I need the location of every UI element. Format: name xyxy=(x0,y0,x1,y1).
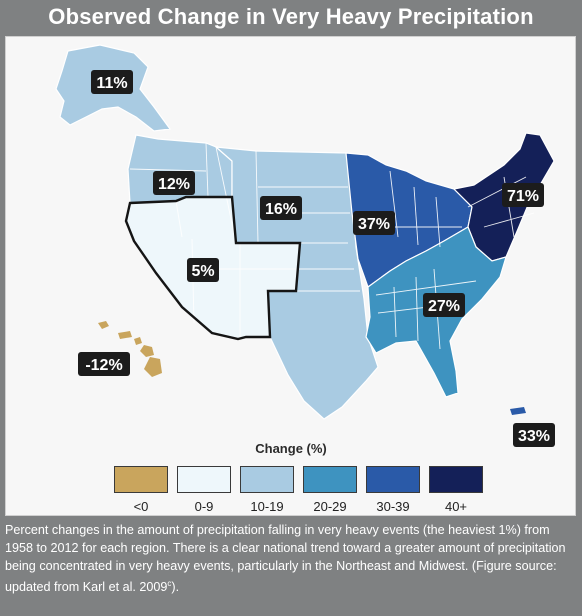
region-label-northwest: 12% xyxy=(153,171,195,195)
region-label-box xyxy=(502,183,544,207)
region-label-alaska: 11% xyxy=(91,70,133,94)
region-label-box xyxy=(513,423,555,447)
legend-swatch-30-39 xyxy=(366,466,420,493)
region-label-midwest: 37% xyxy=(353,211,395,235)
region-label-text: 27% xyxy=(428,298,460,315)
map-title: Observed Change in Very Heavy Precipitat… xyxy=(48,4,534,29)
legend-swatch-20-29 xyxy=(303,466,357,493)
region-label-text: 12% xyxy=(158,176,190,193)
map-svg: 11% 12% 16% 5% 37% 71% 27% -12% 33% xyxy=(55,44,555,447)
region-label-text: 33% xyxy=(518,428,550,445)
region-hawaii xyxy=(98,321,162,377)
legend-label-20-29: 20-29 xyxy=(313,499,347,514)
region-label-box xyxy=(153,171,195,195)
region-label-box xyxy=(353,211,395,235)
region-boundary-southwest xyxy=(124,195,302,341)
legend-swatch-40plus xyxy=(429,466,483,493)
legend-label-30-39: 30-39 xyxy=(376,499,410,514)
region-label-text: 37% xyxy=(358,216,390,233)
region-label-box xyxy=(78,352,130,376)
region-label-puerto-rico: 33% xyxy=(513,423,555,447)
region-label-southeast: 27% xyxy=(423,293,465,317)
legend-swatch-0-9 xyxy=(177,466,231,493)
legend-label-40plus: 40+ xyxy=(444,499,468,514)
region-label-box xyxy=(187,258,219,282)
caption-superscript: c xyxy=(167,579,172,588)
region-label-hawaii: -12% xyxy=(78,352,130,376)
region-label-box xyxy=(423,293,465,317)
legend-title: Change (%) xyxy=(255,441,327,456)
legend-label-lt0: <0 xyxy=(133,499,149,514)
legend-label-0-9: 0-9 xyxy=(194,499,214,514)
region-label-text: 71% xyxy=(507,188,539,205)
region-label-text: 16% xyxy=(265,201,297,218)
region-labels: 11% 12% 16% 5% 37% 71% 27% -12% 33% xyxy=(78,70,555,447)
region-label-text: 5% xyxy=(191,263,214,280)
region-label-text: 11% xyxy=(96,75,127,92)
region-label-northeast: 71% xyxy=(502,183,544,207)
region-label-box xyxy=(260,196,302,220)
legend-swatch-lt0 xyxy=(114,466,168,493)
figure-caption: Percent changes in the amount of precipi… xyxy=(5,521,577,596)
map-state-lines xyxy=(129,142,535,350)
legend-swatch-10-19 xyxy=(240,466,294,493)
region-label-box xyxy=(91,70,133,94)
region-label-southwest: 5% xyxy=(187,258,219,282)
caption-text: Percent changes in the amount of precipi… xyxy=(5,523,566,595)
region-label-great-plains: 16% xyxy=(260,196,302,220)
map-panel: 11% 12% 16% 5% 37% 71% 27% -12% 33% xyxy=(5,36,576,516)
caption-suffix: ). xyxy=(171,580,180,595)
region-puerto-rico xyxy=(510,407,526,415)
legend-label-10-19: 10-19 xyxy=(250,499,284,514)
region-label-text: -12% xyxy=(85,357,122,374)
